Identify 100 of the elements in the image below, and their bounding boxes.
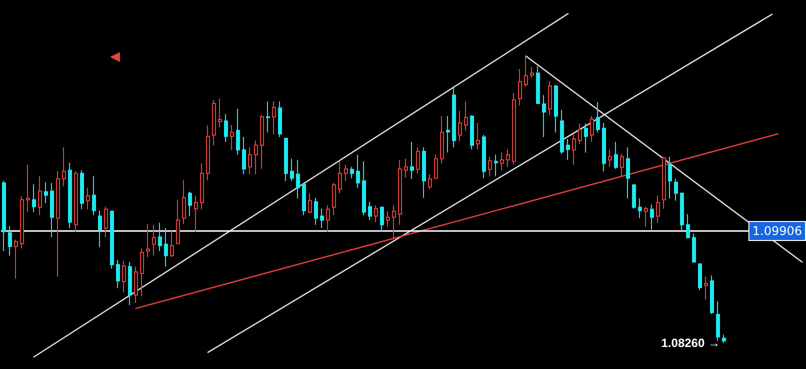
candlestick (56, 170, 60, 278)
candlestick (668, 156, 672, 199)
candlestick (164, 228, 168, 268)
candlestick (650, 204, 654, 230)
candlestick (260, 114, 264, 170)
candlestick (272, 100, 276, 135)
candlestick (176, 199, 180, 244)
candlestick (266, 100, 270, 133)
candlestick (614, 141, 618, 170)
candlestick (278, 100, 282, 138)
candlestick (572, 134, 576, 166)
candlestick (320, 208, 324, 229)
candlestick (464, 100, 468, 131)
candlestick (170, 230, 174, 258)
candlestick (626, 146, 630, 199)
candlestick (632, 184, 636, 210)
candlestick (188, 191, 192, 217)
candlestick (362, 160, 366, 216)
candlestick (326, 204, 330, 232)
candlestick (38, 176, 42, 216)
candlestick (584, 123, 588, 153)
candlestick (644, 206, 648, 228)
candlestick (248, 146, 252, 175)
candlestick (338, 160, 342, 194)
candlestick (710, 274, 714, 314)
candlestick (380, 206, 384, 232)
candlestick (476, 122, 480, 150)
candlestick (608, 148, 612, 168)
candlestick (440, 116, 444, 164)
candlestick (500, 152, 504, 171)
candlestick (656, 195, 660, 224)
candlestick (140, 248, 144, 297)
candlestick (182, 180, 186, 225)
candlestick (578, 123, 582, 144)
candlestick (488, 156, 492, 177)
candlestick (2, 180, 6, 252)
candlestick (314, 197, 318, 226)
candlestick (410, 141, 414, 180)
candlestick (284, 137, 288, 182)
candlestick (356, 154, 360, 188)
candlestick (308, 193, 312, 214)
candlestick (404, 158, 408, 178)
candlestick (392, 204, 396, 240)
candlestick (50, 182, 54, 238)
candlestick (524, 56, 528, 88)
annotation: 1.09906 (752, 224, 802, 238)
candlestick (230, 124, 234, 150)
candlestick (98, 210, 102, 248)
candlestick (146, 224, 150, 258)
candlestick (416, 146, 420, 174)
candlestick (104, 206, 108, 238)
candlestick (512, 92, 516, 166)
candlestick (152, 224, 156, 256)
candlestick (530, 66, 534, 78)
candlestick (350, 166, 354, 179)
candlestick (386, 210, 390, 228)
candlestick (68, 162, 72, 229)
candlestick (560, 110, 564, 154)
candlestick (536, 66, 540, 105)
candlestick (92, 176, 96, 216)
candlestick (134, 266, 138, 304)
candlestick (62, 146, 66, 187)
candlestick (662, 156, 666, 210)
candlestick (122, 260, 126, 293)
candlestick (32, 184, 36, 213)
candlestick (224, 114, 228, 142)
candlestick (212, 100, 216, 146)
candlestick (716, 301, 720, 342)
candlestick (470, 115, 474, 150)
candlestick (14, 239, 18, 280)
candlestick (254, 140, 258, 175)
candlestick (686, 214, 690, 239)
candlestick (506, 148, 510, 168)
candlestick (458, 110, 462, 142)
candlestick (332, 182, 336, 216)
candlestick (680, 192, 684, 232)
candlestick (704, 276, 708, 300)
candlestick (602, 122, 606, 172)
candlestick (422, 146, 426, 198)
candlestick (200, 162, 204, 210)
candlestick (80, 170, 84, 210)
candlestick (446, 116, 450, 153)
candlestick (8, 226, 12, 256)
candlestick (566, 138, 570, 160)
candlestick (428, 174, 432, 190)
candlestick (74, 170, 78, 232)
candlestick (296, 159, 300, 199)
candlestick (698, 262, 702, 291)
candlestick (242, 136, 246, 175)
candlestick (344, 164, 348, 182)
candlestick (518, 68, 522, 106)
candlestick (638, 198, 642, 219)
candlestick (494, 154, 498, 177)
candlestick (452, 87, 456, 148)
candlestick (548, 80, 552, 116)
candlestick (554, 84, 558, 133)
candlestick (218, 98, 222, 128)
candlestick (128, 261, 132, 306)
candlestick (542, 94, 546, 138)
candlestick (44, 182, 48, 204)
